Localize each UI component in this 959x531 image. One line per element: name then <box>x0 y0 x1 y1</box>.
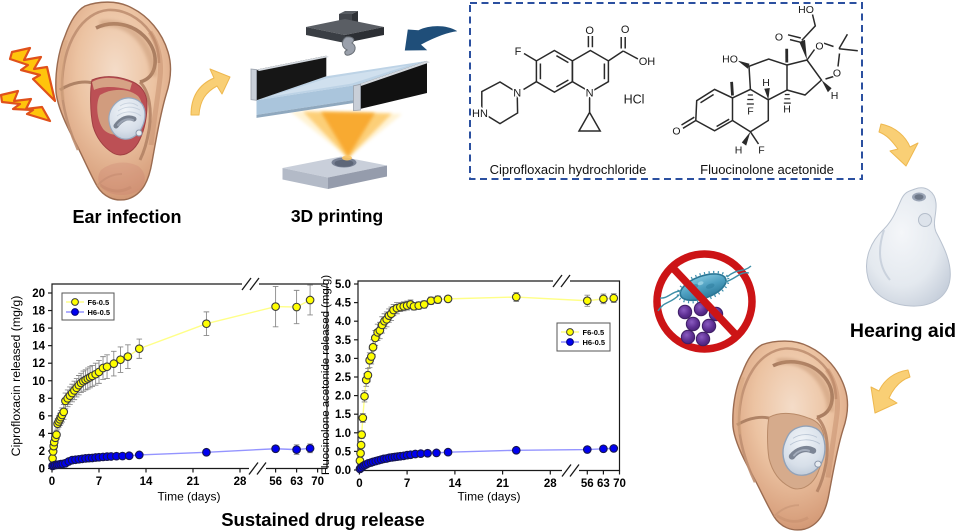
svg-text:3.0: 3.0 <box>335 353 351 365</box>
svg-text:4.0: 4.0 <box>335 316 351 328</box>
svg-text:16: 16 <box>32 323 45 335</box>
svg-text:6: 6 <box>39 411 45 423</box>
svg-text:14: 14 <box>32 341 45 353</box>
svg-text:2.0: 2.0 <box>335 391 351 403</box>
svg-text:F: F <box>758 145 764 157</box>
svg-text:0: 0 <box>39 464 45 476</box>
svg-text:Fluocinolone acetonide release: Fluocinolone acetonide released (mg/g) <box>320 275 332 475</box>
svg-text:Hearing aid: Hearing aid <box>850 320 956 342</box>
svg-text:Fluocinolone acetonide: Fluocinolone acetonide <box>700 162 834 177</box>
svg-text:F6-0.5: F6-0.5 <box>88 298 110 307</box>
svg-text:4.5: 4.5 <box>335 298 352 310</box>
svg-text:1.0: 1.0 <box>335 428 351 440</box>
svg-text:Sustained drug release: Sustained drug release <box>221 509 425 530</box>
svg-text:O: O <box>672 126 680 138</box>
svg-text:H6-0.5: H6-0.5 <box>88 308 111 317</box>
svg-text:28: 28 <box>544 478 557 490</box>
svg-text:2: 2 <box>39 446 45 458</box>
svg-text:HCl: HCl <box>624 93 645 107</box>
svg-text:0: 0 <box>49 476 55 488</box>
svg-text:Ear infection: Ear infection <box>72 207 181 227</box>
svg-text:0.5: 0.5 <box>335 446 352 458</box>
svg-text:63: 63 <box>290 476 303 488</box>
svg-text:OH: OH <box>639 56 656 68</box>
svg-text:56: 56 <box>269 476 282 488</box>
svg-text:O: O <box>815 41 823 53</box>
svg-text:H6-0.5: H6-0.5 <box>583 338 606 347</box>
svg-text:H: H <box>762 77 770 89</box>
svg-text:1.5: 1.5 <box>335 409 352 421</box>
svg-text:F6-0.5: F6-0.5 <box>583 328 605 337</box>
svg-text:H: H <box>831 90 839 102</box>
svg-text:7: 7 <box>404 478 410 490</box>
svg-text:3.5: 3.5 <box>335 335 352 347</box>
svg-text:21: 21 <box>187 476 200 488</box>
svg-text:14: 14 <box>449 478 462 490</box>
svg-text:F: F <box>747 106 753 118</box>
svg-text:3D printing: 3D printing <box>291 206 383 226</box>
svg-text:28: 28 <box>234 476 247 488</box>
svg-text:10: 10 <box>32 376 45 388</box>
svg-text:F: F <box>515 46 522 58</box>
svg-text:0.0: 0.0 <box>335 465 351 477</box>
svg-text:N: N <box>586 88 594 100</box>
svg-text:HO: HO <box>722 54 738 66</box>
svg-text:8: 8 <box>39 393 46 405</box>
svg-text:18: 18 <box>32 306 45 318</box>
svg-text:Time (days): Time (days) <box>458 490 521 504</box>
svg-text:2.5: 2.5 <box>335 372 352 384</box>
svg-text:Ciprofloxacin released (mg/g): Ciprofloxacin released (mg/g) <box>9 296 23 457</box>
svg-text:12: 12 <box>32 358 45 370</box>
svg-text:Time (days): Time (days) <box>158 490 221 504</box>
svg-text:O: O <box>585 25 594 37</box>
svg-text:HN: HN <box>472 108 488 120</box>
svg-text:N: N <box>513 88 521 100</box>
svg-text:21: 21 <box>496 478 509 490</box>
svg-text:O: O <box>833 68 841 80</box>
svg-text:0: 0 <box>356 478 362 490</box>
svg-text:H: H <box>735 145 743 157</box>
svg-text:5.0: 5.0 <box>335 279 351 291</box>
svg-text:14: 14 <box>140 476 153 488</box>
svg-text:63: 63 <box>597 478 610 490</box>
svg-text:O: O <box>775 32 783 44</box>
svg-text:4: 4 <box>39 428 46 440</box>
svg-text:70: 70 <box>613 478 626 490</box>
svg-text:20: 20 <box>32 288 45 300</box>
svg-text:7: 7 <box>96 476 102 488</box>
svg-text:Ciprofloxacin hydrochloride: Ciprofloxacin hydrochloride <box>490 162 647 177</box>
svg-text:H: H <box>783 104 791 116</box>
svg-text:O: O <box>621 24 630 36</box>
svg-text:56: 56 <box>581 478 594 490</box>
svg-text:HO: HO <box>798 4 814 16</box>
svg-text:70: 70 <box>311 476 324 488</box>
